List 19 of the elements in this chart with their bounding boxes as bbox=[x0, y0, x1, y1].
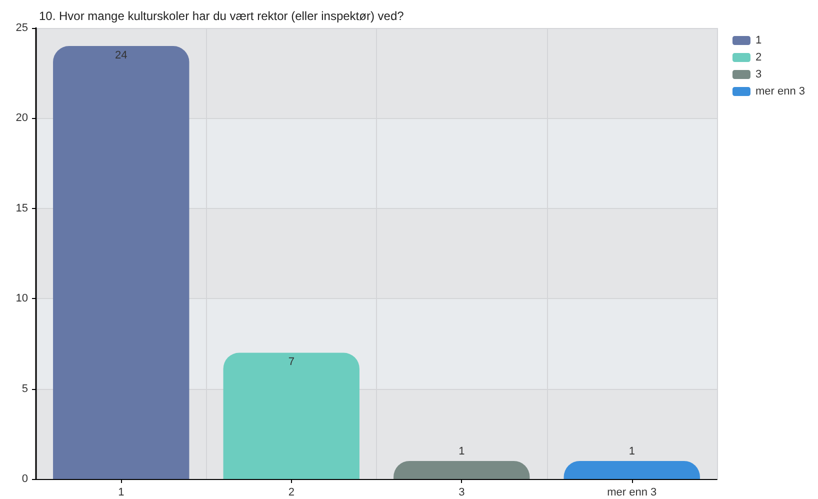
chart-title: 10. Hvor mange kulturskoler har du vært rektor (eller inspektør) ved? bbox=[39, 9, 404, 23]
y-tick-label: 5 bbox=[22, 382, 28, 395]
y-tick-label: 10 bbox=[16, 292, 28, 305]
data-label: 24 bbox=[115, 50, 128, 62]
y-tick-label: 15 bbox=[16, 202, 28, 214]
data-label: 1 bbox=[458, 445, 465, 458]
x-tick-label: 3 bbox=[458, 486, 465, 498]
y-tick-label: 0 bbox=[22, 473, 28, 485]
x-tick-label: 2 bbox=[288, 486, 294, 498]
y-tick-label: 20 bbox=[16, 112, 28, 124]
legend-label: mer enn 3 bbox=[755, 86, 806, 98]
y-tick-label: 25 bbox=[16, 22, 28, 34]
legend-label: 2 bbox=[755, 52, 762, 64]
data-label: 1 bbox=[628, 445, 635, 458]
x-tick-label: mer enn 3 bbox=[607, 486, 657, 498]
legend-label: 3 bbox=[755, 68, 762, 80]
legend-label: 1 bbox=[755, 34, 762, 46]
x-tick-label: 1 bbox=[118, 486, 124, 498]
data-label: 7 bbox=[288, 356, 294, 368]
